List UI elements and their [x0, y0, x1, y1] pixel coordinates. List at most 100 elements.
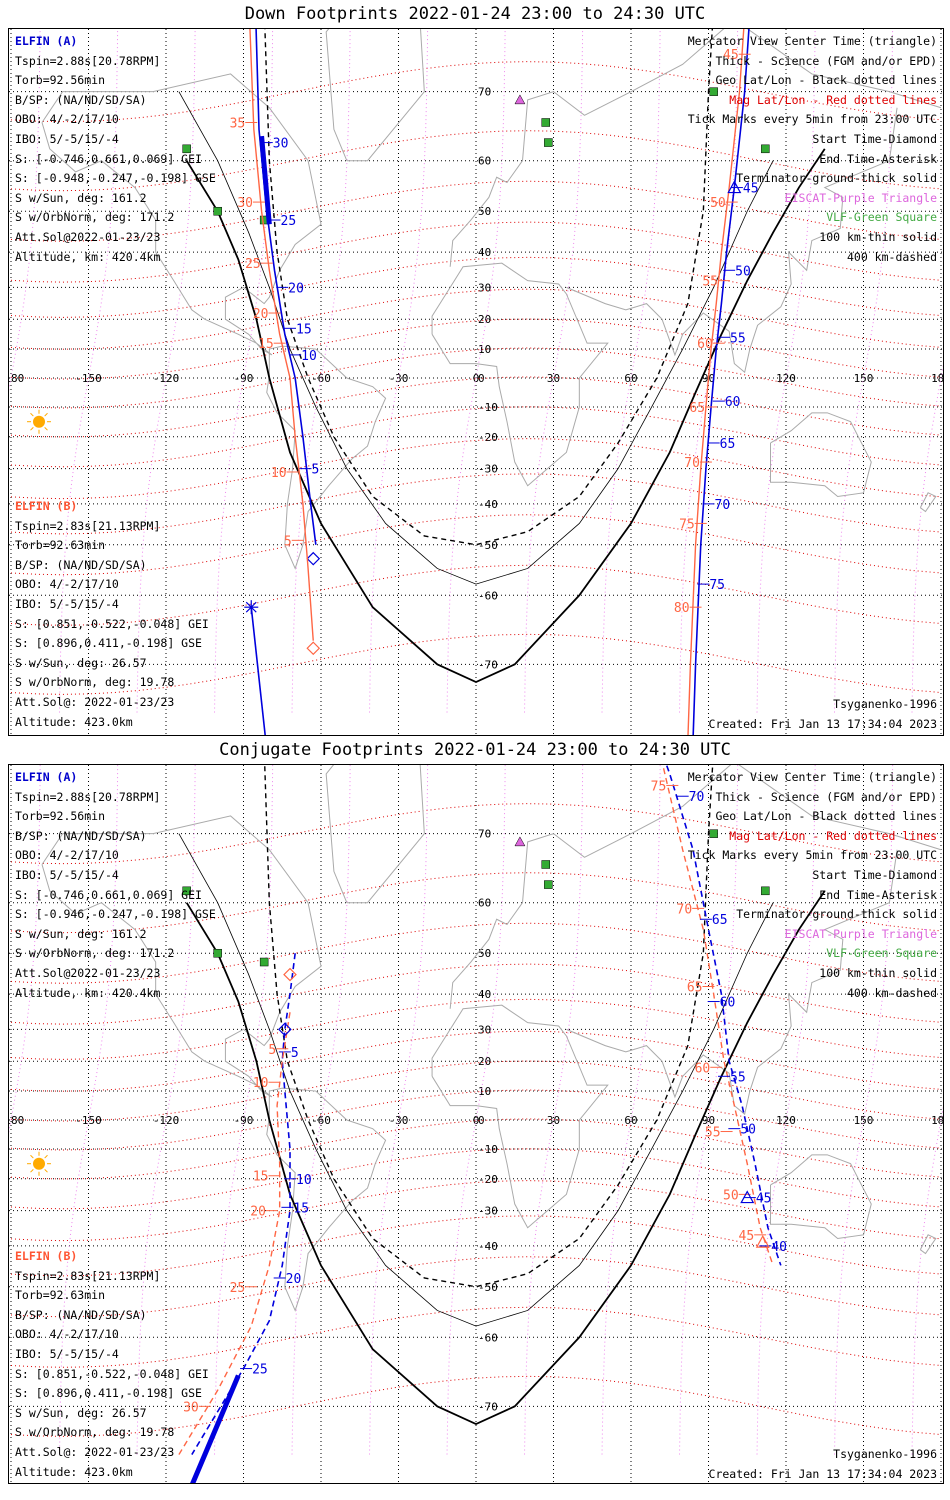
elfin-a-conj-track [191, 953, 296, 1455]
info-line: OBO: 4/-2/17/10 [15, 112, 119, 127]
lat-label: 70 [478, 828, 491, 841]
tick-label: 15 [258, 337, 274, 352]
coastline [325, 765, 425, 904]
lat-label: 60 [478, 155, 491, 168]
legend-line: Mag Lat/Lon - Red dotted lines [729, 828, 937, 843]
mag-meridian [214, 29, 274, 713]
sun-ray [44, 1169, 48, 1173]
info-line: OBO: 4/-2/17/10 [15, 577, 119, 592]
lat-label: 0 [478, 372, 485, 385]
lon-label: -150 [75, 372, 102, 385]
lon-label: 0 [473, 1114, 480, 1127]
info-line: S: [-0.946,-0.247,-0.198] GSE [15, 907, 216, 922]
vlf-square-icon [182, 144, 191, 154]
info-line: B/SP: (NA/ND/SD/SA) [15, 828, 147, 843]
lon-label: -90 [234, 1114, 254, 1127]
sun-icon [33, 415, 45, 428]
center-time-triangle-icon [740, 1190, 755, 1204]
tick-label: 75 [709, 578, 725, 593]
eiscat-triangle-icon [514, 836, 526, 847]
tick-label: 10 [301, 349, 317, 364]
lat-label: -60 [478, 589, 498, 602]
mag-meridian [679, 765, 739, 1455]
tick-label: 5 [284, 534, 292, 549]
mag-meridian [214, 765, 274, 1455]
lat-label: -30 [478, 463, 498, 476]
coastline [449, 29, 942, 267]
down-footprints-panel: -180-150-120-90-60-300306090120150180706… [8, 28, 944, 736]
tick-label: 65 [720, 437, 736, 452]
tick-label: 10 [253, 1076, 269, 1091]
vlf-square-icon [544, 880, 553, 889]
mag-meridian [291, 29, 351, 713]
info-line: S: [0.851,-0.522,-0.048] GEI [15, 616, 209, 631]
legend-line: Start Time-Diamond [812, 867, 937, 882]
info-line: Tspin=2.83s[21.13RPM] [15, 1268, 161, 1283]
start-diamond-icon [277, 1022, 292, 1037]
lon-label: 60 [624, 372, 637, 385]
terminator [185, 890, 826, 1426]
info-line: S: [-0.746,0.661,0.069] GEI [15, 887, 202, 902]
legend-line: VLF-Green Square [826, 210, 937, 225]
info-line: Att.Sol@: 2022-01-23/23 [15, 694, 175, 709]
lon-label: -30 [389, 372, 409, 385]
created-timestamp: Created: Fri Jan 13 17:34:04 2023 [708, 716, 937, 731]
info-line: Torb=92.63min [15, 538, 106, 553]
model-info: Tsyganenko-1996 Created: Fri Jan 13 17:3… [709, 1445, 937, 1483]
lat-label: 70 [478, 86, 491, 99]
tick-label: 65 [689, 401, 705, 416]
lat-label: 20 [478, 1055, 491, 1068]
tick-label: 5 [268, 1043, 276, 1058]
info-line: S: [0.896,0.411,-0.198] GSE [15, 1386, 202, 1401]
tick-label: 50 [710, 196, 726, 211]
coastline [325, 29, 425, 162]
lat-label: -50 [478, 1281, 498, 1294]
mag-meridian [601, 29, 661, 713]
legend-line: 400 km-dashed [846, 985, 937, 1000]
coastline [41, 815, 322, 1098]
tick-label: 80 [674, 601, 690, 616]
elfin-a-info: ELFIN (A) Tspin=2.88s[20.78RPM] Torb=92.… [15, 32, 216, 267]
tick-label: 55 [702, 275, 718, 290]
info-line: S w/Sun, deg: 161.2 [15, 926, 147, 941]
coastline [566, 849, 898, 1116]
legend-line: EISCAT-Purple Triangle [784, 926, 937, 941]
tick-label: 40 [771, 1240, 787, 1255]
tick-label: 20 [286, 1272, 302, 1287]
tick-label: 50 [723, 1188, 739, 1203]
tick-label: 45 [743, 182, 759, 197]
tick-label: 20 [288, 281, 304, 296]
tick-label: 60 [697, 337, 713, 352]
coastline [266, 345, 387, 570]
elfin-a-track [692, 29, 750, 735]
lat-label: 0 [478, 1114, 485, 1127]
elfin-a-label: ELFIN (A) [15, 770, 78, 784]
legend-line: 100 km-thin solid [819, 965, 937, 980]
elfin-a-label: ELFIN (A) [15, 34, 78, 48]
legend-line: Start Time-Diamond [812, 131, 937, 146]
info-line: IBO: 5/-5/15/-4 [15, 1346, 119, 1361]
tick-label: 25 [230, 1281, 246, 1296]
elfin-a-conj-track [665, 765, 782, 1266]
terminator [185, 148, 826, 684]
elfin-a-track-tail [250, 607, 266, 735]
mag-meridian [9, 29, 41, 392]
tick-label: 35 [230, 116, 246, 131]
lon-label: -30 [389, 1114, 409, 1127]
tick-label: 55 [705, 1126, 721, 1141]
mag-meridian [679, 29, 739, 713]
tick-label: 55 [730, 1070, 746, 1085]
sun-ray [30, 427, 34, 431]
lat-label: -40 [478, 1240, 498, 1253]
elfin-b-label: ELFIN (B) [15, 499, 78, 513]
tick-label: 65 [687, 980, 703, 995]
model-name: Tsyganenko-1996 [833, 697, 937, 711]
vlf-square-icon [182, 886, 191, 896]
lat-label: -20 [478, 431, 498, 444]
sun-icon [33, 1157, 45, 1170]
tick-label: 15 [296, 322, 312, 337]
tick-label: 70 [684, 456, 700, 471]
elfin-b-label: ELFIN (B) [15, 1249, 78, 1263]
info-line: Att.Sol@2022-01-23/23 [15, 965, 161, 980]
lat-label: 30 [478, 281, 491, 294]
